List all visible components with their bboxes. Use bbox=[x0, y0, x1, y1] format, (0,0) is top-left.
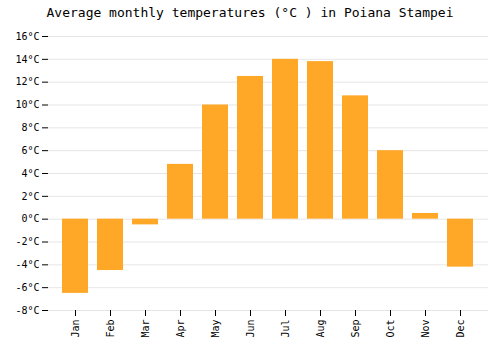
svg-text:10°C: 10°C bbox=[15, 99, 39, 110]
svg-text:Nov: Nov bbox=[420, 320, 431, 338]
html-text:Average monthly temperatures (: Average monthly temperatures (°C ) in Po… bbox=[46, 5, 454, 20]
svg-text:2°C: 2°C bbox=[21, 191, 39, 202]
svg-text:-8°C: -8°C bbox=[15, 305, 39, 316]
svg-text:-4°C: -4°C bbox=[15, 259, 39, 270]
svg-text:8°C: 8°C bbox=[21, 122, 39, 133]
svg-text:Aug: Aug bbox=[315, 320, 326, 338]
svg-text:Sep: Sep bbox=[350, 320, 361, 338]
svg-text:12°C: 12°C bbox=[15, 76, 39, 87]
svg-text:Jul: Jul bbox=[280, 320, 291, 338]
svg-text:May: May bbox=[210, 320, 221, 338]
svg-text:Jan: Jan bbox=[70, 320, 81, 338]
svg-text:4°C: 4°C bbox=[21, 168, 39, 179]
svg-text:16°C: 16°C bbox=[15, 31, 39, 42]
svg-text:Jun: Jun bbox=[245, 320, 256, 338]
svg-text:Dec: Dec bbox=[455, 320, 466, 338]
svg-text:6°C: 6°C bbox=[21, 145, 39, 156]
svg-text:-6°C: -6°C bbox=[15, 282, 39, 293]
svg-text:Apr: Apr bbox=[175, 320, 186, 338]
svg-text:-2°C: -2°C bbox=[15, 236, 39, 247]
svg-text:Mar: Mar bbox=[140, 320, 151, 338]
svg-text:0°C: 0°C bbox=[21, 213, 39, 224]
svg-text:14°C: 14°C bbox=[15, 54, 39, 65]
svg-text:Oct: Oct bbox=[385, 320, 396, 338]
svg-text:Feb: Feb bbox=[105, 320, 116, 338]
